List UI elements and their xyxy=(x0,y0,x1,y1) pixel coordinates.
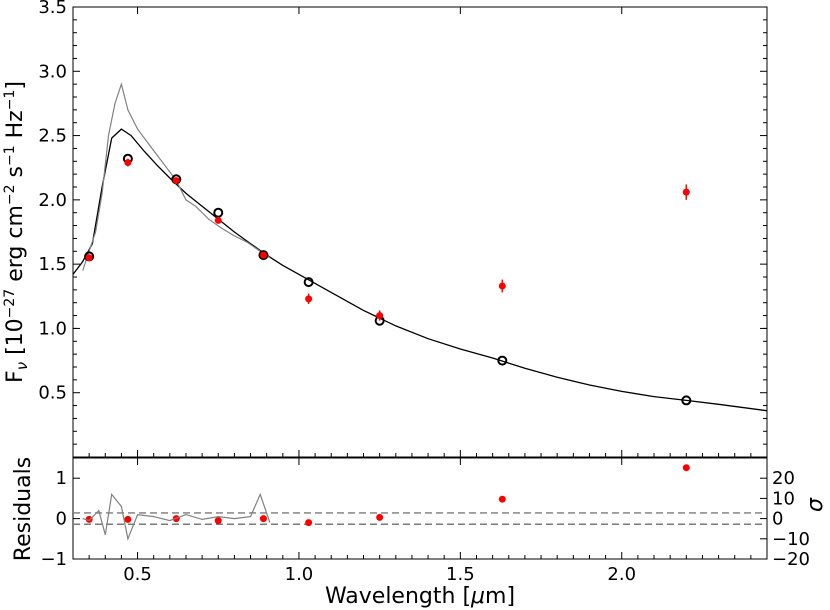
observed-point xyxy=(498,282,506,290)
x-tick-layer: 0.5 1.0 1.5 2.0 xyxy=(88,453,768,585)
residual-plot-frame xyxy=(72,457,768,560)
observed-spectrum-line xyxy=(82,81,271,271)
main-y-tick-label: 1.0 xyxy=(38,318,67,339)
residual-point xyxy=(498,495,506,503)
model-point xyxy=(303,277,314,288)
sigma-tick-label: −10 xyxy=(772,529,810,550)
x-tick-label: 2.0 xyxy=(607,564,636,585)
x-tick-label: 1.5 xyxy=(446,564,475,585)
residual-point xyxy=(85,515,93,523)
sigma-tick-label: 0 xyxy=(772,509,783,530)
residual-point xyxy=(259,515,267,523)
residual-y-tick-label: −1 xyxy=(40,549,67,570)
sigma-tick-label: 10 xyxy=(772,488,795,509)
x-tick-label: 0.5 xyxy=(123,564,152,585)
residual-y-tick-label: 0 xyxy=(56,509,67,530)
model-point xyxy=(258,250,269,261)
x-axis-label: Wavelength [μm] xyxy=(325,584,515,609)
observed-point xyxy=(214,216,222,224)
sigma-axis-label: σ xyxy=(803,497,828,512)
model-point xyxy=(497,355,508,366)
main-plot-frame xyxy=(72,6,768,458)
sigma-tick-label: 20 xyxy=(772,468,795,489)
main-y-tick-label: 0.5 xyxy=(38,383,67,404)
residual-point xyxy=(214,517,222,525)
observed-point xyxy=(682,188,690,196)
sigma-tick-label: −20 xyxy=(772,549,810,570)
main-y-tick-label: 3.0 xyxy=(38,61,67,82)
residual-y-tick-label: 1 xyxy=(56,468,67,489)
residual-point xyxy=(682,464,690,472)
x-tick-label: 1.0 xyxy=(285,564,314,585)
main-series-layer xyxy=(72,81,768,412)
residual-point xyxy=(376,513,384,521)
main-y-tick-label: 2.0 xyxy=(38,190,67,211)
model-spectrum-line xyxy=(72,128,768,412)
observed-point xyxy=(259,251,267,259)
model-point xyxy=(213,207,224,218)
main-y-tick-layer: 0.5 1.0 1.5 2.0 2.5 3.0 3.5 xyxy=(38,0,767,457)
residual-point xyxy=(305,519,313,527)
residual-series-layer xyxy=(73,464,767,541)
main-y-tick-label: 2.5 xyxy=(38,126,67,147)
main-y-axis-label: Fν [10−27 erg cm−2 s−1 Hz−1] xyxy=(2,81,31,383)
observed-point xyxy=(305,295,313,303)
main-panel: 0.5 1.0 1.5 2.0 2.5 3.0 3.5 Fν [10−27 erg cm−2… xyxy=(2,0,768,458)
model-point xyxy=(681,395,692,406)
observed-point xyxy=(172,177,180,185)
residual-point xyxy=(124,515,132,523)
residual-y-axis-label: Residuals xyxy=(11,457,36,561)
main-y-tick-label: 3.5 xyxy=(38,0,67,18)
observed-point xyxy=(124,159,132,167)
observed-point xyxy=(85,254,93,262)
main-y-tick-label: 1.5 xyxy=(38,254,67,275)
spectral-residual-line xyxy=(82,492,271,541)
observed-point xyxy=(376,312,384,320)
